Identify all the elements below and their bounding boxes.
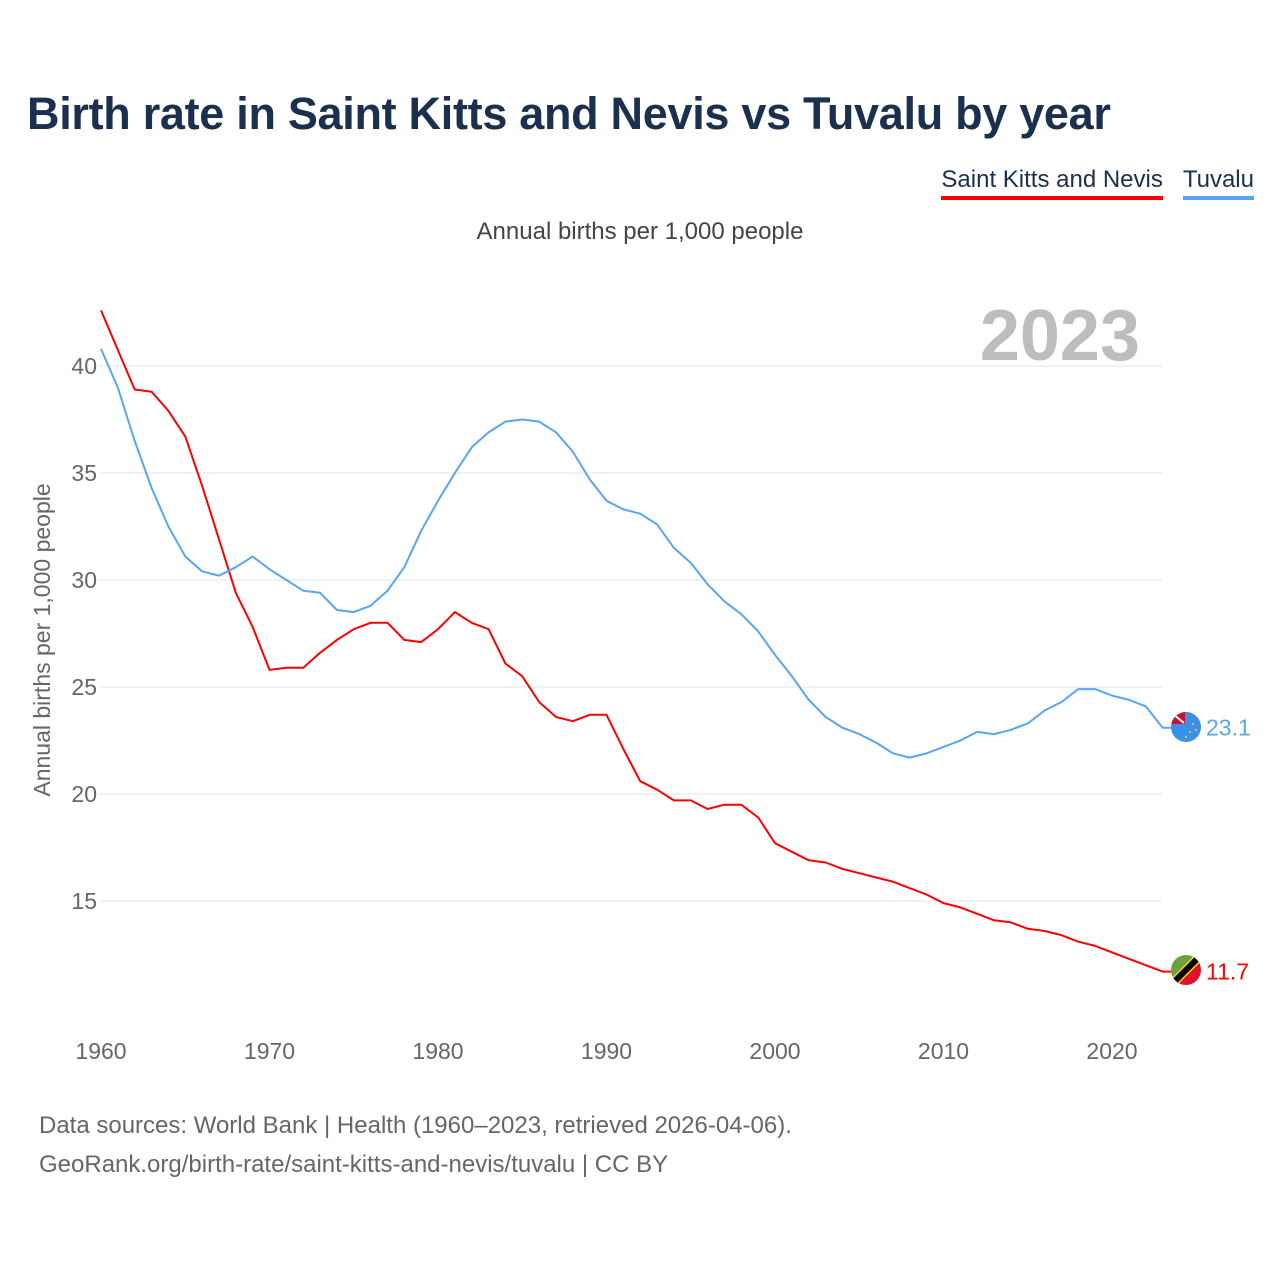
series-line-tuvalu — [100, 348, 1172, 759]
legend: Saint Kitts and Nevis Tuvalu — [941, 166, 1254, 200]
y-tick-label: 20 — [71, 781, 97, 807]
y-tick-label: 15 — [71, 888, 97, 914]
x-tick-label: 2020 — [1086, 1038, 1137, 1064]
x-tick-label: 1960 — [75, 1038, 126, 1064]
series-line-saint-kitts-and-nevis — [100, 310, 1172, 973]
legend-item-saint-kitts-and-nevis[interactable]: Saint Kitts and Nevis — [941, 166, 1163, 200]
source-link[interactable]: GeoRank.org/birth-rate/saint-kitts-and-n… — [39, 1151, 669, 1178]
x-tick-label: 1990 — [581, 1038, 632, 1064]
y-tick-label: 30 — [71, 567, 97, 593]
end-value-label: 23.1 — [1206, 715, 1251, 741]
x-tick-label: 1970 — [244, 1038, 295, 1064]
x-tick-label: 2010 — [918, 1038, 969, 1064]
saint-kitts-and-nevis-flag-icon — [1171, 955, 1201, 985]
y-axis-label: Annual births per 1,000 people — [29, 483, 55, 796]
footer: Data sources: World Bank | Health (1960–… — [39, 1106, 792, 1184]
x-tick-label: 1980 — [412, 1038, 463, 1064]
y-tick-label: 35 — [71, 460, 97, 486]
chart-title: Birth rate in Saint Kitts and Nevis vs T… — [27, 88, 1111, 139]
year-watermark: 2023 — [980, 296, 1140, 376]
y-tick-label: 25 — [71, 674, 97, 700]
tuvalu-flag-icon — [1171, 712, 1201, 742]
legend-item-tuvalu[interactable]: Tuvalu — [1182, 166, 1254, 200]
end-value-label: 11.7 — [1206, 959, 1249, 985]
x-tick-label: 2000 — [749, 1038, 800, 1064]
chart-subtitle: Annual births per 1,000 people — [476, 218, 804, 245]
y-tick-label: 40 — [71, 353, 97, 379]
data-source-note: Data sources: World Bank | Health (1960–… — [39, 1112, 792, 1139]
